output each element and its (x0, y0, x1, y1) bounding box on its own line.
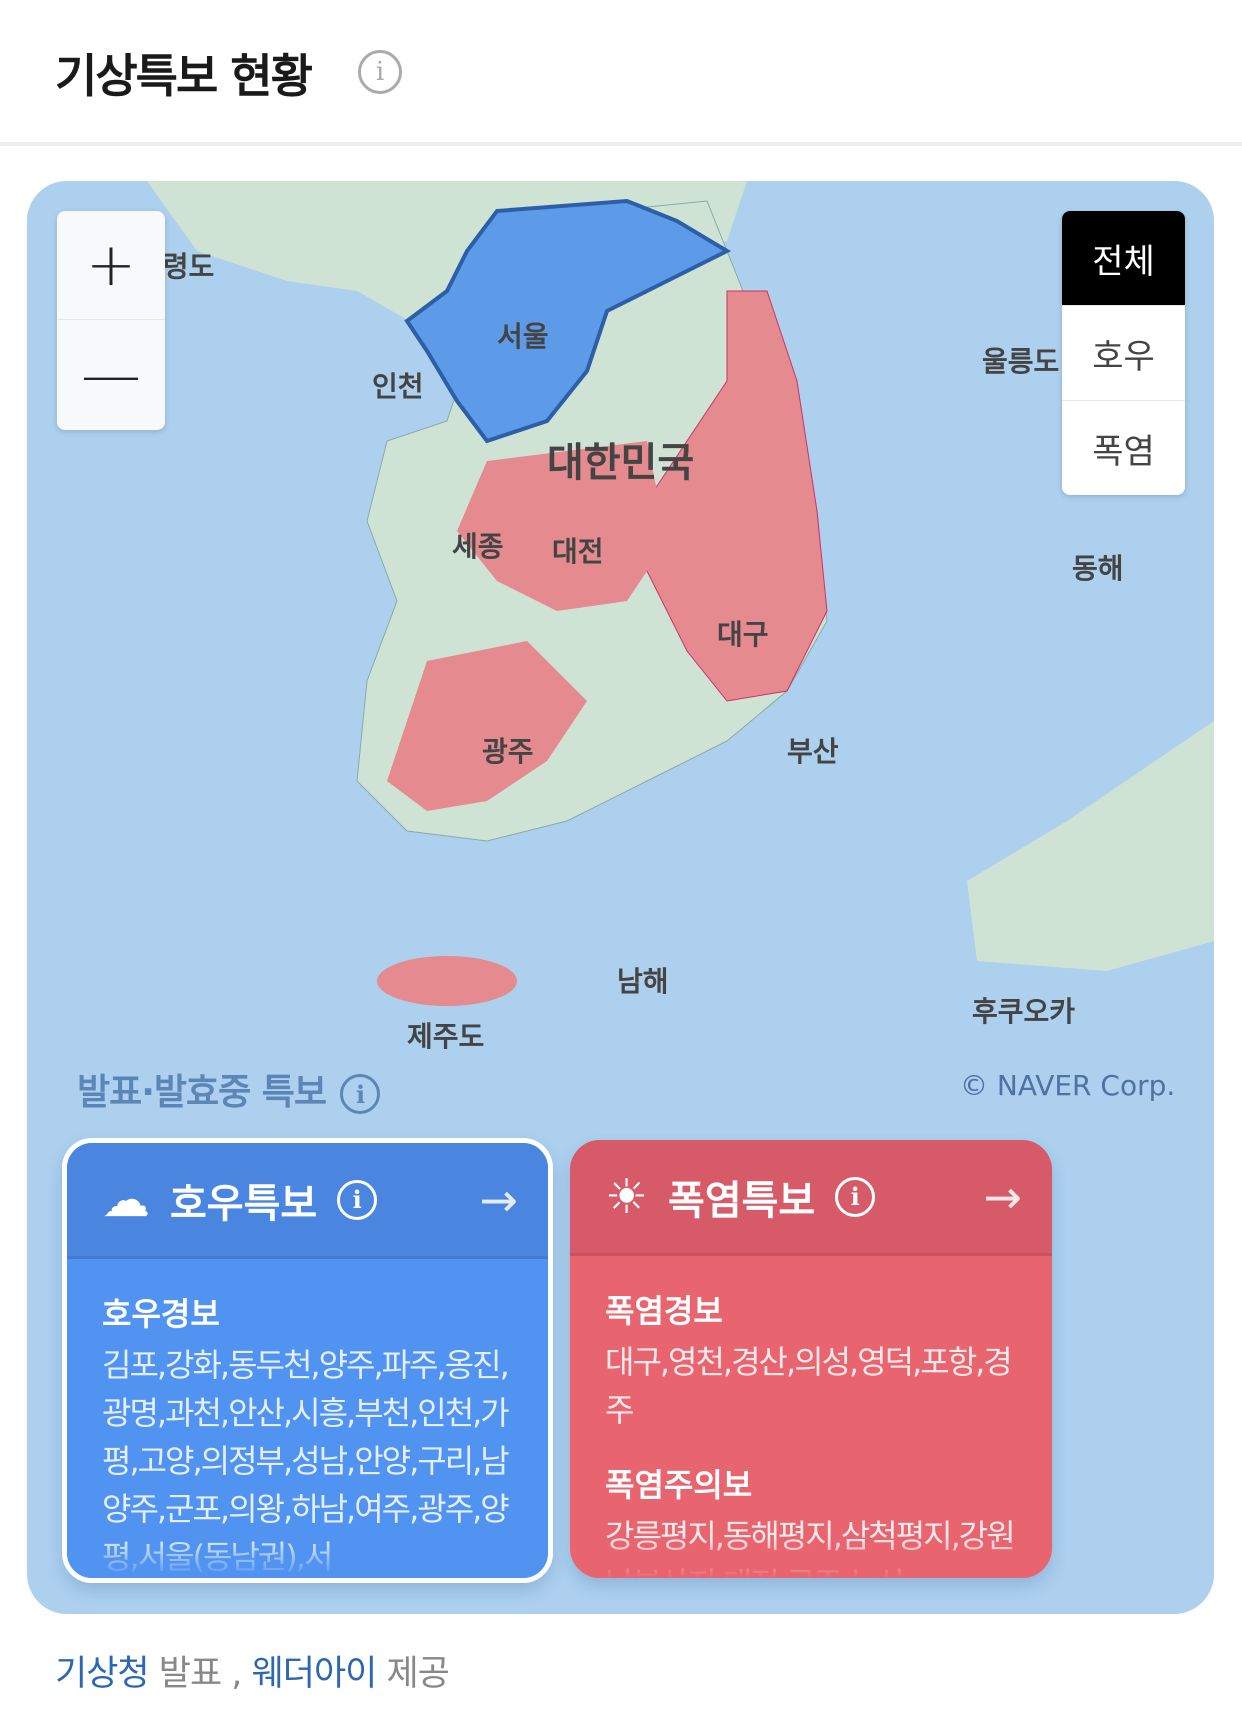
jeju-island (377, 956, 517, 1006)
filter-heat[interactable]: 폭염 (1092, 432, 1155, 472)
header: 기상특보 현황 i (0, 0, 1242, 146)
warning-map[interactable]: 백령도 서울 인천 대한민국 세종 대전 대구 광주 부산 울릉도 동해 남해 … (27, 181, 1214, 1051)
map-label: 대전 (552, 535, 604, 568)
sun-icon: ☀ (605, 1168, 649, 1225)
heat-warning-card[interactable]: ☀ 폭염특보 i → 폭염경보 대구,영천,경산,의성,영덕,포항,경주 폭염주… (570, 1140, 1052, 1578)
map-label: 대한민국 (547, 440, 694, 486)
zoom-control: + — (57, 211, 165, 430)
heat-region-southwest (387, 641, 587, 811)
filter-rain[interactable]: 호우 (1062, 306, 1185, 401)
japan-land (967, 721, 1214, 971)
arrow-right-icon[interactable]: → (983, 1169, 1022, 1224)
map-label: 제주도 (407, 1020, 484, 1051)
warning-level: 폭염경보 (605, 1292, 723, 1330)
info-icon[interactable]: i (835, 1176, 876, 1217)
zoom-out-button[interactable]: — (81, 339, 141, 410)
map-label: 대구 (717, 618, 769, 651)
heat-region-east (646, 290, 828, 702)
weather-warning-card: 백령도 서울 인천 대한민국 세종 대전 대구 광주 부산 울릉도 동해 남해 … (27, 181, 1214, 1614)
rain-warning-card[interactable]: ☁ 호우특보 i → 호우경보 김포,강화,동두천,양주,파주,옹진,광명,과천… (62, 1138, 553, 1583)
arrow-right-icon[interactable]: → (479, 1172, 518, 1227)
card-title: 폭염특보 (668, 1177, 816, 1224)
info-icon[interactable]: i (340, 1074, 381, 1114)
zoom-in-button[interactable]: + (57, 211, 165, 320)
source-suffix: 발표 (158, 1654, 222, 1694)
provider-link[interactable]: 웨더아이 (251, 1654, 378, 1694)
page-title: 기상특보 현황 (55, 49, 313, 103)
rain-cloud-icon: ☁ (102, 1171, 150, 1228)
warning-level: 호우경보 (102, 1295, 220, 1333)
warning-regions: 대구,영천,경산,의성,영덕,포항,경주 (605, 1343, 1013, 1429)
card-header[interactable]: ☀ 폭염특보 i → (570, 1140, 1052, 1256)
map-label: 광주 (482, 735, 534, 768)
source-link[interactable]: 기상청 (55, 1654, 150, 1694)
warning-level: 폭염주의보 (605, 1466, 753, 1504)
rain-region (404, 198, 732, 444)
filter-tabs: 전체 호우 폭염 (1062, 211, 1185, 495)
heat-region-central (457, 441, 667, 611)
map-labels: 백령도 서울 인천 대한민국 세종 대전 대구 광주 부산 울릉도 동해 남해 … (137, 250, 1124, 1051)
map-label: 동해 (1072, 552, 1124, 585)
map-label: 인천 (372, 370, 424, 403)
map-label: 남해 (617, 965, 669, 998)
map-label: 서울 (497, 320, 549, 353)
provider-suffix: 제공 (386, 1654, 450, 1694)
map-label: 울릉도 (982, 345, 1059, 378)
info-icon[interactable]: i (337, 1179, 378, 1220)
card-header[interactable]: ☁ 호우특보 i → (67, 1143, 548, 1259)
footer-credit: 기상청 발표 , 웨더아이 제공 (55, 1645, 450, 1696)
card-title: 호우특보 (170, 1180, 318, 1227)
separator: , (231, 1654, 242, 1694)
map-label: 후쿠오카 (972, 995, 1075, 1028)
section-title: 발표·발효중 특보 i (77, 1063, 381, 1115)
map-label: 세종 (452, 530, 504, 563)
info-icon[interactable]: i (358, 50, 402, 94)
filter-all[interactable]: 전체 (1062, 211, 1185, 306)
map-label: 부산 (787, 735, 839, 768)
section-title-text: 발표·발효중 특보 (77, 1072, 327, 1113)
copyright: © NAVER Corp. (960, 1069, 1176, 1102)
